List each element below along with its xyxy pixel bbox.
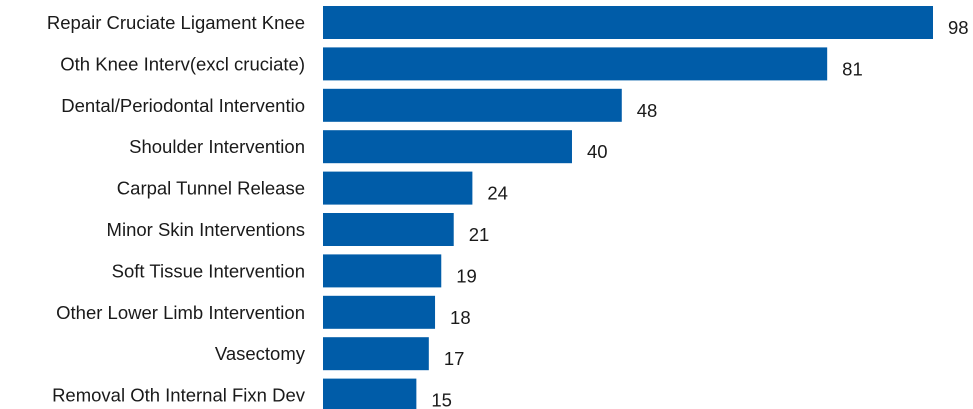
category-label: Carpal Tunnel Release: [117, 178, 305, 199]
value-label: 21: [469, 224, 490, 245]
value-label: 17: [444, 348, 465, 369]
category-label: Minor Skin Interventions: [107, 219, 305, 240]
category-label: Vasectomy: [215, 343, 306, 364]
category-label: Dental/Periodontal Interventio: [61, 95, 305, 116]
bar: [323, 47, 828, 81]
category-label: Other Lower Limb Intervention: [56, 302, 305, 323]
bar: [323, 88, 622, 122]
bar: [323, 337, 429, 371]
category-label: Oth Knee Interv(excl cruciate): [60, 53, 305, 74]
bars: [323, 6, 933, 409]
value-label: 81: [842, 58, 863, 79]
bar: [323, 295, 436, 329]
value-label: 40: [587, 141, 608, 162]
category-label: Removal Oth Internal Fixn Dev: [52, 385, 306, 406]
bar: [323, 130, 572, 164]
bar: [323, 171, 473, 205]
category-labels: Repair Cruciate Ligament Knee Oth Knee In…: [47, 12, 306, 406]
value-label: 98: [948, 17, 969, 38]
value-label: 18: [450, 307, 471, 328]
bar: [323, 6, 933, 39]
category-label: Soft Tissue Intervention: [112, 260, 305, 281]
bar: [323, 213, 454, 246]
category-label: Shoulder Intervention: [129, 136, 305, 157]
value-label: 24: [487, 183, 508, 204]
value-labels: 98 81 48 40 24 21 19 18 17 15: [431, 17, 968, 409]
category-label: Repair Cruciate Ligament Knee: [47, 12, 305, 33]
bar: [323, 254, 442, 288]
value-label: 19: [456, 265, 477, 286]
value-label: 48: [637, 100, 658, 121]
bar: [323, 378, 417, 409]
value-label: 15: [431, 390, 452, 409]
